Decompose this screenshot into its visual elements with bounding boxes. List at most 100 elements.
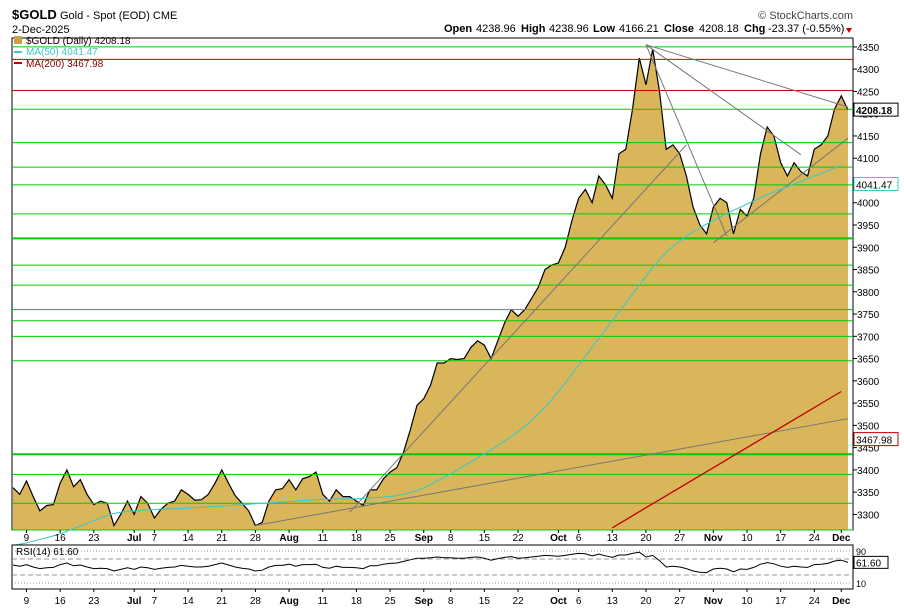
y-tick-label: 3500 <box>857 421 880 432</box>
close-value: 4208.18 <box>699 23 739 35</box>
x-tick-label: Aug <box>279 533 298 544</box>
price-line <box>12 48 849 527</box>
x-tick-label: Jul <box>127 596 142 607</box>
ma200-line <box>611 390 842 529</box>
trendline <box>645 44 728 237</box>
y-tick-label: 3950 <box>857 221 880 232</box>
high-value: 4238.96 <box>549 23 589 35</box>
trendline <box>645 44 802 156</box>
x-tick-label: 15 <box>479 533 491 544</box>
x-tick-label: Sep <box>415 533 433 544</box>
rsi-level-label: 90 <box>856 547 866 557</box>
chg-label: Chg <box>744 23 765 35</box>
x-tick-label: 6 <box>576 596 582 607</box>
x-tick-label: 10 <box>741 596 753 607</box>
x-tick-label: Dec <box>832 533 851 544</box>
open-value: 4238.96 <box>476 23 516 35</box>
y-tick-label: 3800 <box>857 288 880 299</box>
x-tick-label: 24 <box>809 596 821 607</box>
x-tick-label: 22 <box>512 596 524 607</box>
down-arrow-icon <box>846 28 852 33</box>
rsi-badge-box <box>853 555 889 569</box>
x-tick-label: 17 <box>775 596 787 607</box>
x-tick-label: 11 <box>318 596 329 607</box>
x-tick-label: 9 <box>24 596 30 607</box>
x-tick-label: 9 <box>24 533 30 544</box>
x-tick-label: 24 <box>809 533 821 544</box>
x-tick-label: Aug <box>279 596 298 607</box>
y-tick-label: 3850 <box>857 266 880 277</box>
x-tick-label: Jul <box>127 533 142 544</box>
open-label: Open <box>444 23 472 35</box>
x-tick-label: Oct <box>550 533 567 544</box>
x-tick-label: 8 <box>448 533 454 544</box>
ma200-badge: 3467.98 <box>856 436 893 447</box>
rsi-panel: 90 10 61.60 RSI(14) 61.60 <box>11 544 889 590</box>
x-tick-label: 23 <box>88 596 100 607</box>
y-tick-label: 3350 <box>857 488 880 499</box>
high-label: High <box>521 23 546 35</box>
y-tick-label: 4350 <box>857 43 880 54</box>
y-tick-label: 3450 <box>857 444 880 455</box>
ma200-badge-box <box>853 432 899 447</box>
close-badge-box <box>853 102 899 117</box>
rsi-line <box>12 551 849 574</box>
x-tick-label: 13 <box>607 533 619 544</box>
x-tick-label: 11 <box>318 533 329 544</box>
x-tick-label: 14 <box>183 596 195 607</box>
x-tick-label: 10 <box>741 533 753 544</box>
price-panel: 4350430042504200415041004050400039503900… <box>11 37 899 547</box>
x-tick-label: 23 <box>88 533 100 544</box>
x-tick-label: 28 <box>250 533 262 544</box>
trendline <box>713 137 849 244</box>
y-tick-label: 4250 <box>857 87 880 98</box>
y-tick-label: 3400 <box>857 466 880 477</box>
x-tick-label: 27 <box>674 596 686 607</box>
x-tick-label: 25 <box>385 596 397 607</box>
x-tick-label: Nov <box>704 533 723 544</box>
price-area <box>13 49 848 530</box>
close-label: Close <box>664 23 694 35</box>
legend-gold: $GOLD (Daily) 4208.18 <box>26 36 131 47</box>
y-tick-label: 3650 <box>857 355 880 366</box>
y-tick-label: 4000 <box>857 199 880 210</box>
x-tick-label: 8 <box>448 596 454 607</box>
legend-ma200: MA(200) 3467.98 <box>26 59 104 70</box>
x-tick-label: 20 <box>640 533 652 544</box>
x-tick-label: 16 <box>55 596 67 607</box>
y-tick-label: 3750 <box>857 310 880 321</box>
y-tick-label: 4100 <box>857 154 880 165</box>
x-tick-label: Oct <box>550 596 567 607</box>
x-tick-label: 15 <box>479 596 491 607</box>
y-tick-label: 4150 <box>857 132 880 143</box>
x-tick-label: 18 <box>351 596 363 607</box>
y-tick-label: 3300 <box>857 510 880 521</box>
symbol: $GOLD <box>12 7 57 22</box>
x-tick-label: Sep <box>415 596 433 607</box>
y-tick-label: 3900 <box>857 243 880 254</box>
x-tick-label: Nov <box>704 596 723 607</box>
x-tick-label: 21 <box>216 533 228 544</box>
rsi-badge: 61.60 <box>856 558 881 569</box>
brand: © StockCharts.com <box>758 10 853 22</box>
x-tick-label: 7 <box>152 596 158 607</box>
y-tick-label: 3700 <box>857 332 880 343</box>
x-tick-label: 22 <box>512 533 524 544</box>
x-tick-label: 17 <box>775 533 787 544</box>
x-tick-label: 13 <box>607 596 619 607</box>
close-badge: 4208.18 <box>856 106 893 117</box>
x-tick-label: 18 <box>351 533 363 544</box>
low-label: Low <box>593 23 615 35</box>
trendline <box>645 44 849 108</box>
x-tick-label: 28 <box>250 596 262 607</box>
x-tick-label: 27 <box>674 533 686 544</box>
x-tick-label: 21 <box>216 596 228 607</box>
trendline <box>349 144 687 513</box>
chart-date: 2-Dec-2025 <box>12 24 69 36</box>
ma50-badge: 4041.47 <box>856 180 893 191</box>
x-tick-label: 6 <box>576 533 582 544</box>
y-tick-label: 3550 <box>857 399 880 410</box>
x-tick-label: 14 <box>183 533 195 544</box>
x-tick-label: 20 <box>640 596 652 607</box>
